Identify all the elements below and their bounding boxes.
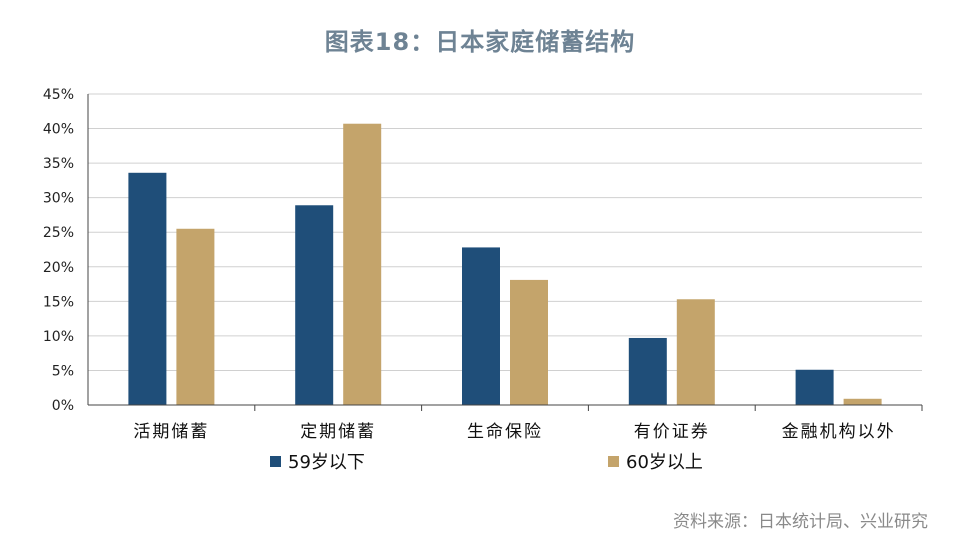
axes — [87, 94, 923, 411]
legend: 59岁以下 60岁以上 — [270, 452, 703, 473]
chart-title: 图表18：日本家庭储蓄结构 — [324, 28, 636, 56]
legend-swatch — [608, 456, 619, 467]
legend-swatch — [270, 456, 281, 467]
x-category-label: 定期储蓄 — [300, 422, 376, 442]
x-category-label: 生命保险 — [467, 422, 543, 442]
x-category-label: 活期储蓄 — [133, 422, 209, 442]
x-category-label: 金融机构以外 — [782, 422, 896, 442]
bar-series-b — [343, 123, 382, 406]
y-tick-label: 0% — [52, 398, 74, 414]
bar-series-a — [295, 205, 334, 405]
y-tick-label: 30% — [43, 191, 74, 207]
legend-label: 60岁以上 — [626, 452, 703, 473]
bar-series-a — [462, 247, 500, 405]
bars — [128, 123, 882, 406]
y-tick-label: 45% — [43, 87, 74, 103]
y-tick-label: 40% — [43, 122, 74, 138]
x-category-label: 有价证券 — [634, 422, 710, 442]
bar-series-b — [176, 228, 215, 405]
y-tick-label: 20% — [43, 260, 74, 276]
grid-lines — [88, 93, 922, 371]
y-tick-labels: 0% 5% 10% 15% 20% 25% 30% 35% 40% 45% — [43, 87, 74, 414]
category-labels: 活期储蓄 定期储蓄 生命保险 有价证券 金融机构以外 — [133, 422, 896, 442]
bar-series-b — [843, 398, 882, 405]
y-tick-label: 25% — [43, 225, 74, 241]
source-note: 资料来源：日本统计局、兴业研究 — [673, 512, 928, 532]
y-tick-label: 5% — [52, 363, 74, 379]
bar-series-a — [628, 337, 667, 405]
bar-series-b — [510, 279, 548, 405]
y-tick-label: 35% — [43, 156, 74, 172]
legend-label: 59岁以下 — [288, 452, 365, 473]
y-tick-label: 10% — [43, 329, 74, 345]
bar-series-a — [795, 369, 834, 405]
bar-series-b — [676, 299, 715, 405]
y-tick-label: 15% — [43, 294, 74, 310]
bar-series-a — [128, 172, 167, 405]
